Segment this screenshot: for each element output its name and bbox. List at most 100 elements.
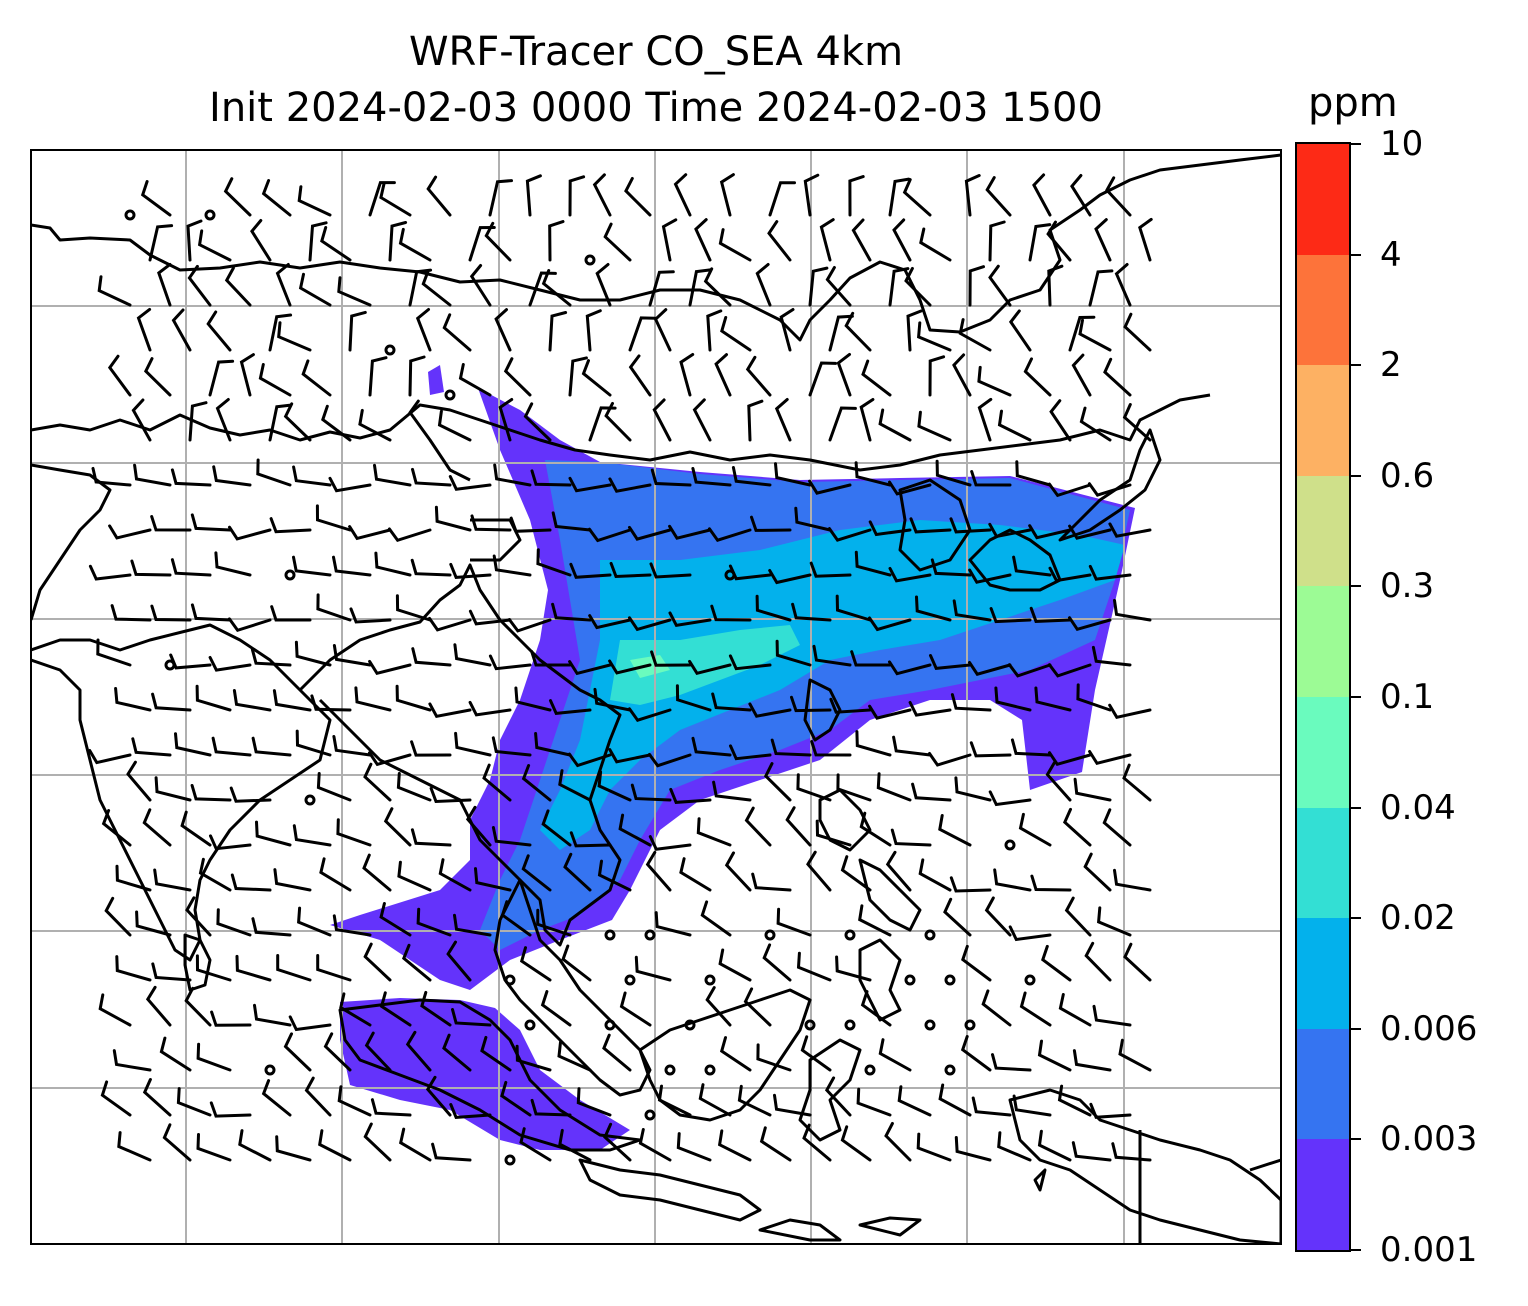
wind-barb [468,700,512,717]
colorbar-segment [1297,1028,1349,1140]
wind-barb [107,354,132,397]
wind-barb [273,868,312,892]
wind-barb [850,650,892,667]
wind-barb [275,1135,312,1162]
wind-barb [318,1129,352,1162]
wind-barb [911,782,952,802]
wind-barb [1012,1094,1052,1117]
wind-barb [469,264,492,307]
wind-barb [395,594,432,622]
wind-barb [142,808,172,847]
wind-barb [593,687,632,712]
wind-barb [395,684,432,712]
wind-barb [465,805,492,847]
wind-barb [140,180,172,217]
wind-barb [800,1035,832,1072]
wind-barb [323,1032,352,1072]
wind-barb [904,266,932,307]
wind-barb [1046,220,1072,262]
wind-barb [1023,357,1052,397]
wind-barb [349,607,392,624]
wind-barb [332,644,372,667]
wind-barb [411,647,452,667]
wind-barb [897,1085,932,1117]
wind-barb [668,524,712,540]
wind-barb [551,511,592,532]
wind-barb [368,356,388,397]
calm-wind-circle [684,1019,696,1031]
wind-barb [379,182,412,217]
wind-barb [1008,309,1032,352]
wind-barb [190,784,232,802]
wind-barb [628,616,672,632]
wind-barb [861,359,892,397]
wind-barb [268,403,293,442]
wind-barb [294,640,332,667]
wind-barb [184,986,212,1027]
wind-barb [316,593,352,622]
wind-barb [101,809,132,847]
wind-barb [110,604,152,622]
wind-barb [514,686,552,712]
wind-barb [112,1049,152,1072]
wind-barb [968,265,985,307]
wind-barb [602,1033,632,1072]
wind-barb [131,398,152,442]
wind-barb [507,618,552,633]
colorbar-tick [1351,696,1361,698]
wind-barb [428,616,472,632]
wind-barb [997,1131,1032,1162]
wind-barb [96,638,132,667]
wind-barb [581,359,612,397]
wind-barb [491,826,532,847]
wind-barb [1103,357,1132,397]
wind-barb [368,751,412,767]
wind-barb [1113,868,1152,892]
wind-barb [1037,1129,1072,1162]
wind-barb [214,551,252,577]
wind-barb [648,270,675,307]
wind-barb [954,1136,992,1162]
wind-barb [970,470,1012,487]
wind-barb [568,660,612,676]
wind-barb [964,174,981,217]
wind-barb [239,353,255,397]
wind-barb [1088,564,1132,581]
wind-barb [977,397,993,442]
wind-barb [588,614,632,630]
wind-barb [1047,482,1092,498]
wind-barb [851,218,872,262]
wind-barb [1118,1038,1152,1072]
wind-barb [762,943,792,982]
wind-barb [712,780,752,802]
wind-barb [143,357,172,397]
wind-barb [339,992,372,1027]
wind-barb [1048,751,1092,767]
wind-barb [597,770,632,802]
wind-barb [292,824,332,847]
wind-barb [776,907,812,937]
wind-barb [868,704,912,720]
wind-barb [150,604,192,622]
calm-wind-circle [804,1019,816,1031]
wind-barb [668,611,712,628]
wind-barb [919,227,952,262]
wind-barb [453,913,492,937]
wind-barb [918,858,952,892]
wind-barb [431,1142,472,1162]
wind-barb [551,602,592,622]
wind-barb [292,465,332,487]
wind-barb [676,1132,712,1162]
wind-barb [525,174,542,217]
wind-barb [515,1044,552,1072]
wind-barb [810,740,852,757]
wind-barb [585,309,602,352]
wind-barb [1076,683,1112,712]
wind-barb [809,561,852,578]
wind-barb [868,616,912,632]
wind-barb [1041,944,1072,982]
wind-barb [728,564,772,581]
wind-barb [536,908,572,937]
wind-barb [915,595,952,622]
wind-barb [984,896,1012,937]
